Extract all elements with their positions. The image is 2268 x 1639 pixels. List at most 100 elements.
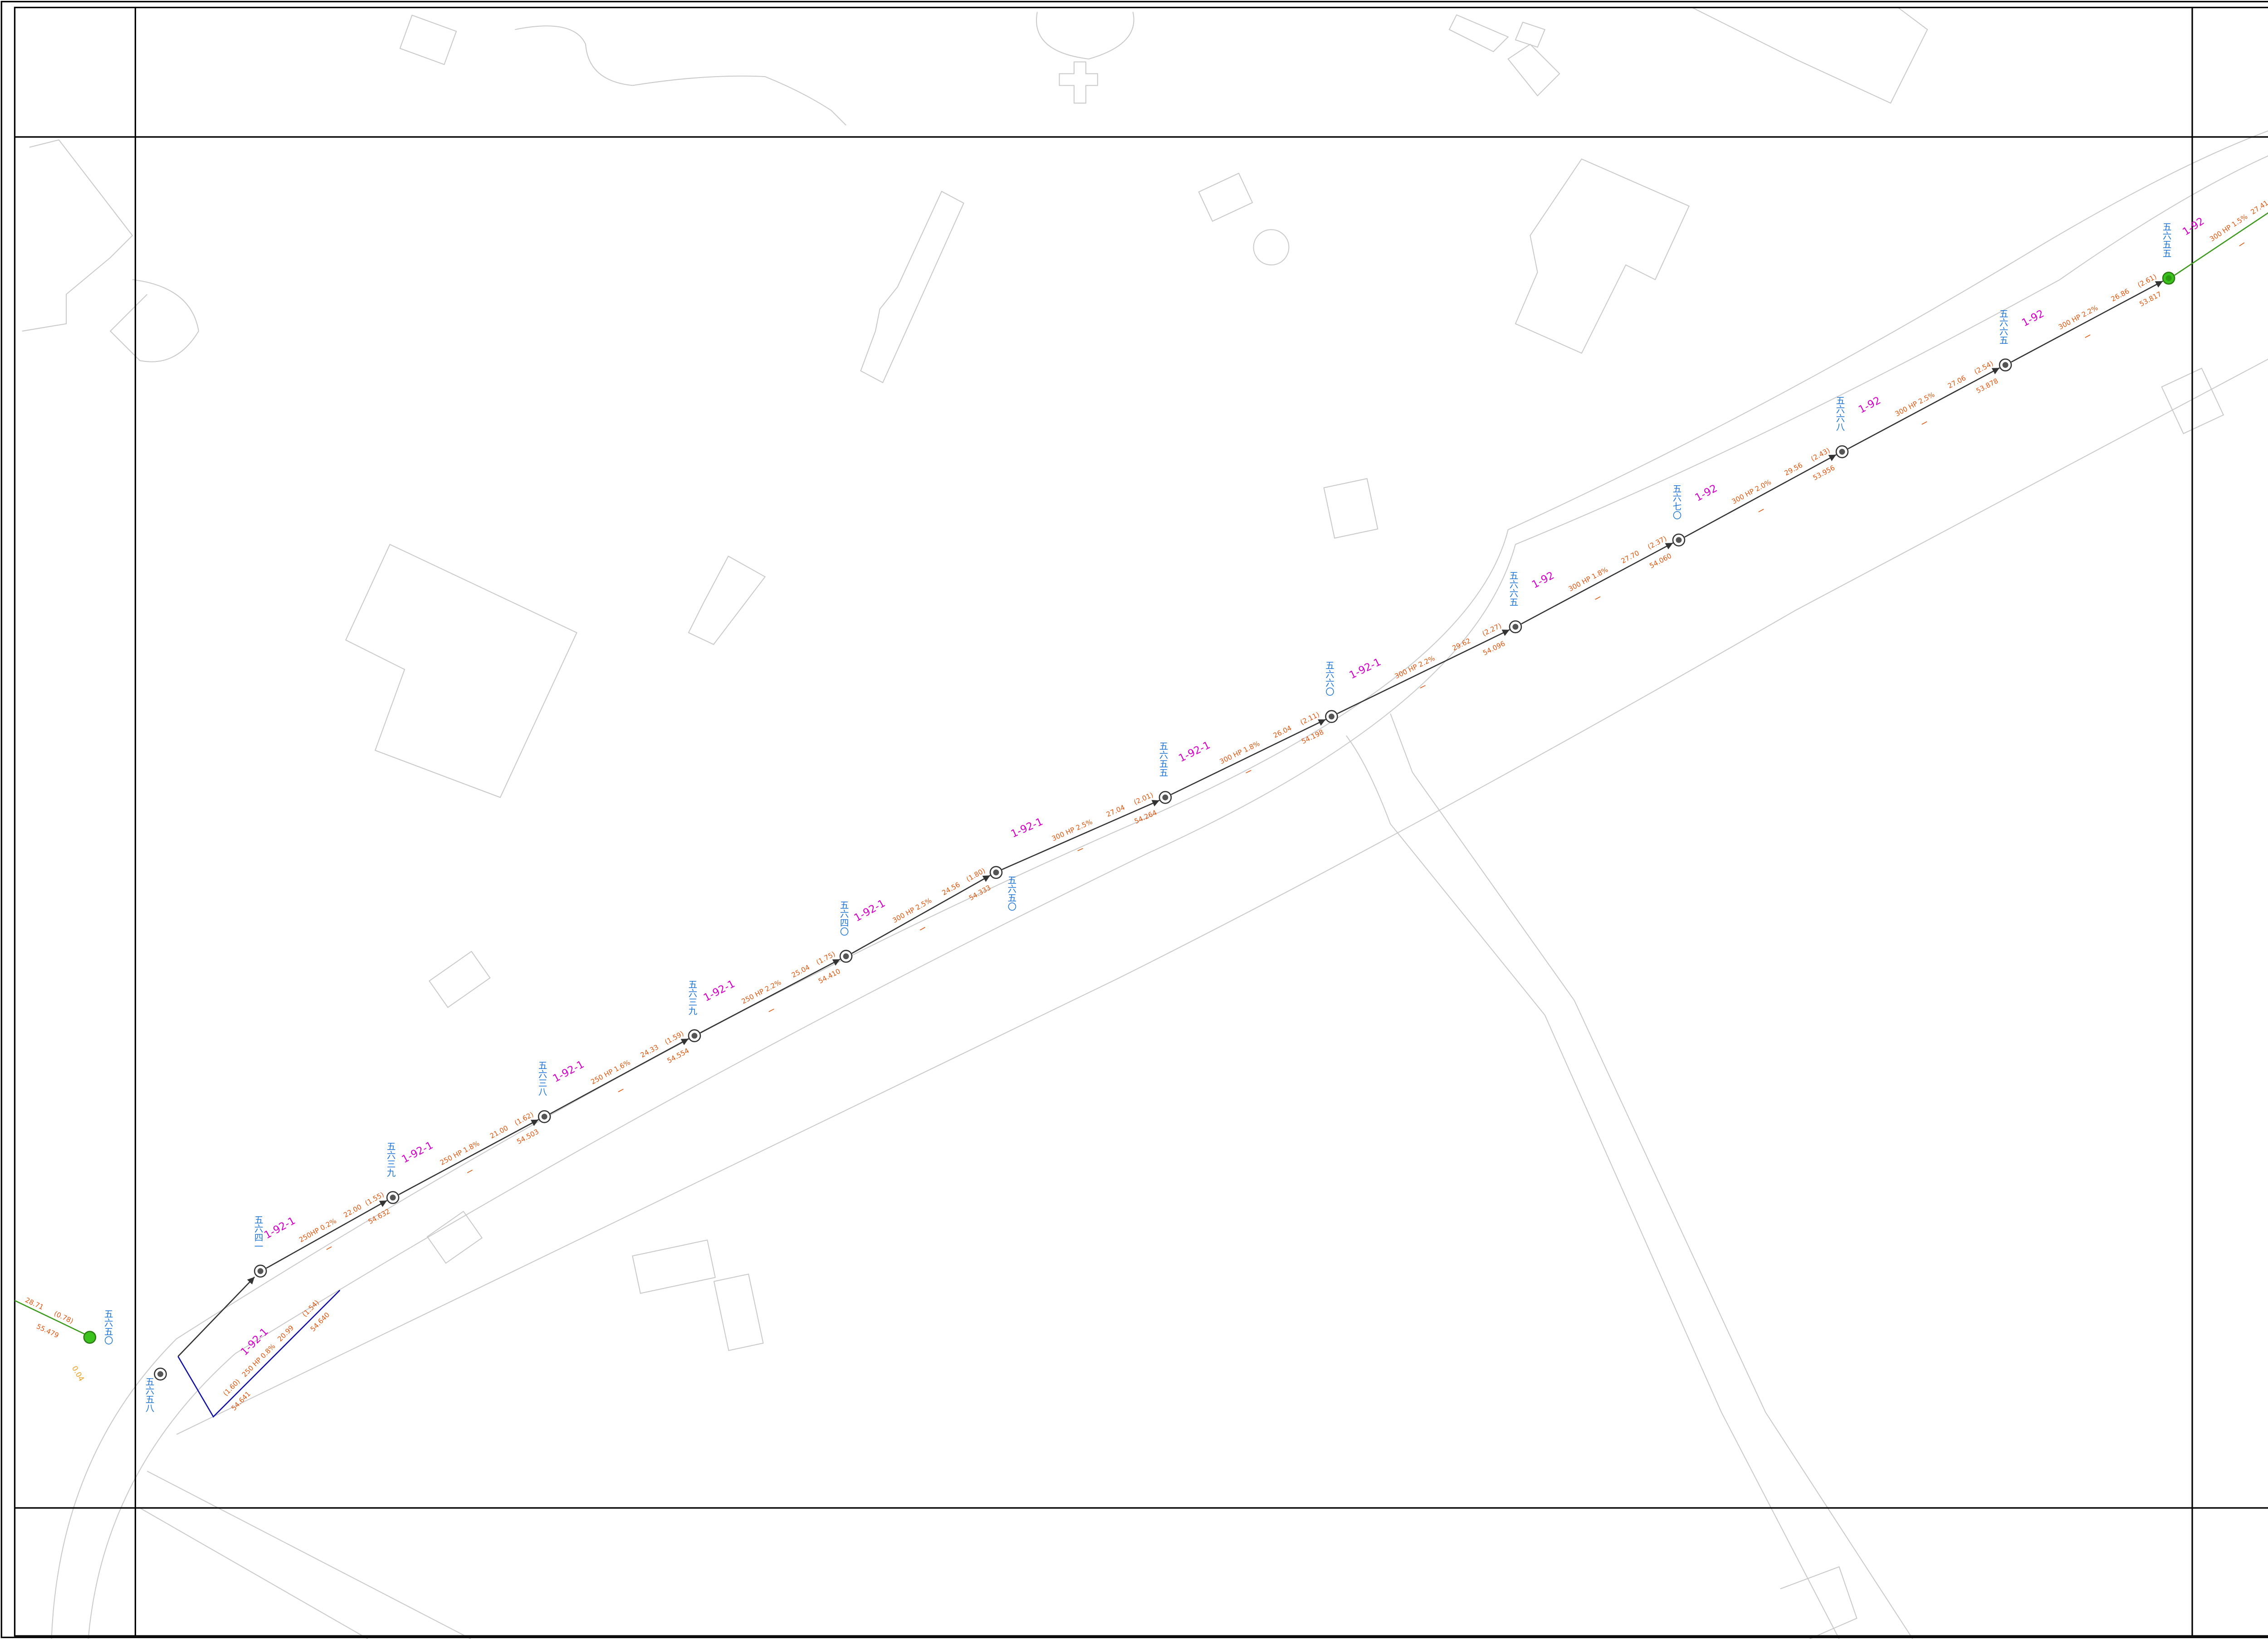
pipe-name: 1-92-1 — [1177, 739, 1212, 765]
pipe — [1337, 629, 1510, 714]
flow-tick — [1921, 421, 1927, 425]
manhole-label: 五六七〇 — [1671, 484, 1681, 519]
pipe-length: 29.56 — [1783, 461, 1804, 477]
pipe-spec: 300 HP 2.0% — [1730, 478, 1773, 506]
manhole — [83, 1331, 97, 1344]
pipe-labels: 1-92-1 250 HP 1.8%21.00(1.62)54.503 — [400, 1110, 540, 1173]
pipe-depth: (0.78) — [53, 1309, 74, 1325]
inner-border — [14, 6, 2268, 1637]
pipe-depth: (2.54) — [1973, 359, 1994, 376]
pipe — [398, 1119, 539, 1195]
pipe-depth: (1.59) — [663, 1029, 685, 1046]
flow-tick — [2239, 242, 2245, 246]
pipe-name: 1-92 — [1530, 570, 1556, 591]
manhole-core — [157, 1371, 164, 1377]
manhole-label: 五六五五 — [2161, 222, 2171, 258]
pipe-length: 27.41 — [2249, 199, 2268, 216]
flow-tick — [1595, 596, 1601, 600]
manhole-label: 五六六五 — [1508, 571, 1518, 606]
pipe — [1521, 542, 1673, 624]
pipe-length: 28.71 — [24, 1296, 45, 1311]
pipe-name: 1-92-1 — [852, 898, 887, 924]
pipe-spec: 300 HP 2.2% — [2057, 303, 2099, 331]
pipe-name: 1-92 — [1693, 483, 1720, 504]
manhole-label: 五六六〇 — [1324, 661, 1334, 696]
background-map — [22, 7, 2268, 1639]
pipe-depth: (1.75) — [815, 950, 836, 966]
pipe-depth: (1.62) — [513, 1110, 535, 1127]
manhole-core — [1162, 794, 1168, 800]
pipe — [700, 958, 841, 1034]
pipe — [177, 1276, 255, 1357]
pipe-depth: (2.37) — [1646, 534, 1668, 551]
pipe-name: 1-92 — [1857, 395, 1883, 416]
manhole-label: 五六五八 — [144, 1377, 154, 1412]
flow-tick — [1246, 770, 1251, 774]
manhole-core — [257, 1268, 264, 1274]
pipe-name: 1-92 — [2020, 307, 2046, 329]
manhole-core — [1328, 713, 1334, 720]
flow-tick — [326, 1246, 332, 1250]
manhole-label: 五六五五 — [1158, 741, 1168, 777]
flow-tick — [1420, 685, 1426, 688]
pipe-name: 1-92-1 — [702, 978, 737, 1004]
pipe-name: 1-92-1 — [262, 1215, 297, 1242]
pipe — [1171, 719, 1326, 795]
pipe-length: 26.86 — [2110, 287, 2131, 303]
manhole-core — [2165, 275, 2172, 281]
pipe — [2011, 280, 2163, 363]
pipe — [266, 1200, 387, 1269]
pipe-length: 24.56 — [941, 880, 962, 897]
manhole-core — [843, 953, 849, 960]
pipe-spec: 250 HP 1.8% — [439, 1139, 481, 1167]
manhole-label: 五六三九 — [385, 1141, 396, 1177]
manhole-label: 五六三八 — [537, 1061, 547, 1096]
branch-elevation-start: 54.641 — [230, 1390, 252, 1412]
branch-pipe — [177, 1290, 341, 1418]
pipe-labels: 1-92-1 250 HP 1.6%24.33(1.59)54.554 — [551, 1029, 690, 1093]
pipe-depth: (1.80) — [965, 866, 987, 883]
pipe — [2174, 212, 2268, 276]
pipe-name: 1-92-1 — [1348, 656, 1383, 682]
pipe-labels: 1-92 300 HP 2.0%29.56(2.43)53.956 — [1693, 446, 1836, 512]
manhole-core — [993, 869, 999, 876]
manhole-label: 五六四一 — [253, 1215, 263, 1251]
pipe-elevation: 54.264 — [1133, 809, 1158, 826]
left-pipe-labels: 28.71 (0.78)55.479 — [24, 1296, 75, 1340]
pipe — [851, 875, 991, 954]
flow-tick — [768, 1009, 774, 1012]
pipe — [1848, 367, 2000, 449]
pipe-spec: 300 HP 1.8% — [1567, 566, 1609, 593]
pipe-length: 21.00 — [489, 1124, 509, 1140]
branch-elevation-end: 54.640 — [309, 1311, 332, 1333]
flow-tick — [467, 1170, 473, 1173]
pipe-depth: (2.43) — [1809, 446, 1831, 463]
pipe-depth: (2.27) — [1481, 621, 1503, 638]
pipe-spec: 300 HP 2.5% — [891, 896, 933, 925]
manhole-core — [390, 1195, 396, 1201]
pipe-spec: 300 HP 2.5% — [1894, 390, 1936, 418]
note: 0.04 — [70, 1364, 86, 1383]
pipe-labels: 1-92 300 HP 2.2%26.86(2.61)53.817 — [2020, 273, 2163, 338]
manhole-label: 五六四〇 — [838, 900, 849, 936]
pipe-labels: 1-92-1 250 HP 2.2%25.04(1.75)54.410 — [702, 950, 842, 1012]
manhole-core — [1512, 624, 1519, 630]
pipe — [1684, 454, 1837, 538]
flow-tick — [1077, 848, 1083, 851]
flow-tick — [2085, 334, 2091, 338]
pipe — [1002, 800, 1160, 870]
pipe-length: 27.70 — [1620, 549, 1641, 565]
manhole-core — [1839, 449, 1845, 455]
branch-depth-end: (1.54) — [301, 1298, 321, 1318]
flow-tick — [919, 927, 925, 931]
pipe-labels: 1-92 300 HP 1.8%27.70(2.37)54.060 — [1530, 534, 1673, 600]
manhole-label: 五六五〇 — [1006, 875, 1017, 911]
manhole-label: 五六六五 — [1998, 309, 2008, 344]
manhole-core — [2002, 362, 2009, 368]
flow-tick — [1758, 508, 1764, 512]
